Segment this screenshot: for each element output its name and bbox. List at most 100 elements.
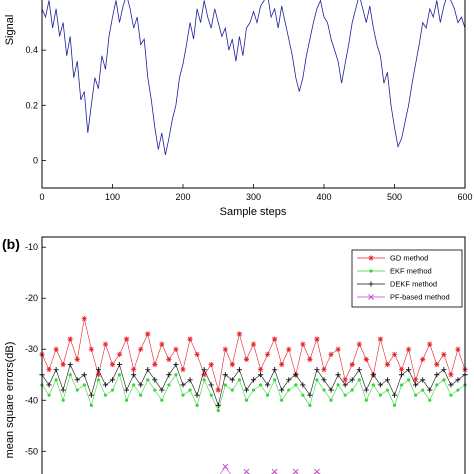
ekf-method-point — [75, 388, 79, 392]
dekf-method-point — [286, 377, 292, 383]
gd-method-point — [384, 361, 391, 368]
dekf-method-point — [138, 382, 144, 388]
ekf-method-point — [329, 398, 333, 402]
mse-ticks: -10 -20 -30 -40 -50 — [25, 242, 46, 456]
dekf-method-point — [265, 382, 271, 388]
dekf-method-point — [116, 361, 123, 368]
ekf-method-point — [132, 383, 136, 387]
dekf-method-point — [95, 367, 101, 373]
dekf-method-point — [384, 377, 391, 383]
gd-method-point — [265, 351, 271, 357]
dekf-method-point — [173, 361, 179, 368]
gd-method-point — [448, 372, 454, 378]
dekf-method-point — [215, 402, 221, 408]
legend-gd-method-marker — [368, 255, 374, 261]
pf-based-method-point — [222, 463, 229, 470]
ekf-method-point — [364, 398, 368, 402]
legend-gd-method-label: GD method — [390, 254, 428, 263]
dekf-method-point — [406, 367, 412, 373]
panel-label-b: (b) — [2, 236, 20, 252]
legend-ekf-method-label: EKF method — [390, 267, 432, 276]
gd-method-point — [145, 331, 151, 337]
ekf-method-point — [54, 378, 58, 382]
dekf-method-point — [413, 382, 419, 388]
dekf-method-point — [448, 382, 454, 388]
gd-method-point — [229, 361, 235, 368]
dekf-method-point — [349, 377, 355, 383]
dekf-method-point — [342, 382, 348, 388]
dekf-method-point — [67, 361, 73, 368]
ekf-method-point — [301, 393, 305, 397]
legend-items: GD method EKF method DEKF method PF-based m… — [357, 254, 450, 302]
dekf-method-point — [314, 367, 320, 373]
legend-dekf-method-marker — [368, 281, 374, 287]
dekf-method-point — [229, 377, 235, 383]
dekf-method-point — [328, 387, 334, 393]
dekf-method-point — [194, 392, 200, 398]
ekf-method-point — [160, 398, 164, 402]
gd-method-point — [152, 361, 158, 368]
ekf-method-point — [195, 403, 199, 407]
gd-method-point — [257, 367, 264, 373]
gd-method-point — [314, 336, 320, 342]
ekf-method-point — [435, 383, 439, 387]
gd-method-point — [187, 336, 193, 342]
ekf-method-point — [414, 393, 418, 397]
dekf-method-point — [307, 392, 313, 398]
gd-method-point — [427, 341, 433, 347]
signal-line — [41, 0, 466, 155]
dekf-method-point — [257, 372, 264, 378]
dekf-method-point — [88, 392, 94, 398]
gd-method-point — [95, 372, 101, 378]
ekf-method-point — [280, 398, 284, 402]
signal-x-tick-label: 100 — [105, 192, 120, 202]
dekf-method-point — [420, 377, 426, 383]
gd-method-point — [286, 346, 292, 352]
gd-method-point — [74, 356, 80, 363]
gd-method-point — [420, 356, 426, 363]
ekf-method-point — [237, 378, 241, 382]
gd-method-point — [102, 341, 109, 347]
ekf-method-point — [125, 398, 129, 402]
gd-method-point — [46, 367, 52, 373]
signal-y-tick-label: 0 — [33, 155, 38, 165]
gd-method-point — [406, 346, 412, 352]
ekf-method-point — [399, 383, 404, 387]
gd-method-point — [173, 346, 179, 352]
mse-y-tick-label: -20 — [25, 293, 38, 303]
signal-x-axis-label: Sample steps — [220, 206, 287, 218]
ekf-method-point — [174, 373, 178, 377]
mse-axes-frame — [41, 236, 466, 474]
pf-based-method-point — [292, 468, 299, 474]
ekf-method-point — [202, 378, 206, 382]
ekf-method-point — [357, 378, 361, 382]
legend-box — [351, 249, 463, 308]
gd-method-point — [236, 331, 242, 337]
ekf-method-point — [322, 388, 326, 392]
dekf-method-point — [74, 377, 80, 383]
dekf-method-point — [145, 367, 151, 373]
gd-method-point — [180, 367, 186, 373]
ekf-method-point — [378, 393, 382, 397]
dekf-method-point — [250, 377, 257, 383]
gd-method-point — [328, 351, 334, 357]
ekf-method-point — [68, 373, 72, 377]
ekf-method-point — [251, 388, 256, 392]
ekf-method-point — [449, 393, 453, 397]
mse-y-axis-label: mean square errors(dB) — [4, 342, 16, 459]
legend-pf-based-method-marker — [368, 294, 374, 300]
dekf-method-point — [236, 367, 242, 373]
dekf-method-point — [60, 387, 66, 393]
ekf-method-point — [343, 393, 347, 397]
gd-method-point — [208, 361, 214, 368]
dekf-method-point — [243, 387, 250, 393]
dekf-method-point — [131, 372, 137, 378]
mse-y-tick-label: -10 — [25, 242, 38, 252]
gd-method-point — [398, 367, 405, 373]
ekf-method-point — [82, 383, 86, 387]
gd-method-point — [67, 336, 73, 342]
dekf-method-point — [272, 367, 278, 373]
dekf-method-point — [166, 372, 172, 378]
